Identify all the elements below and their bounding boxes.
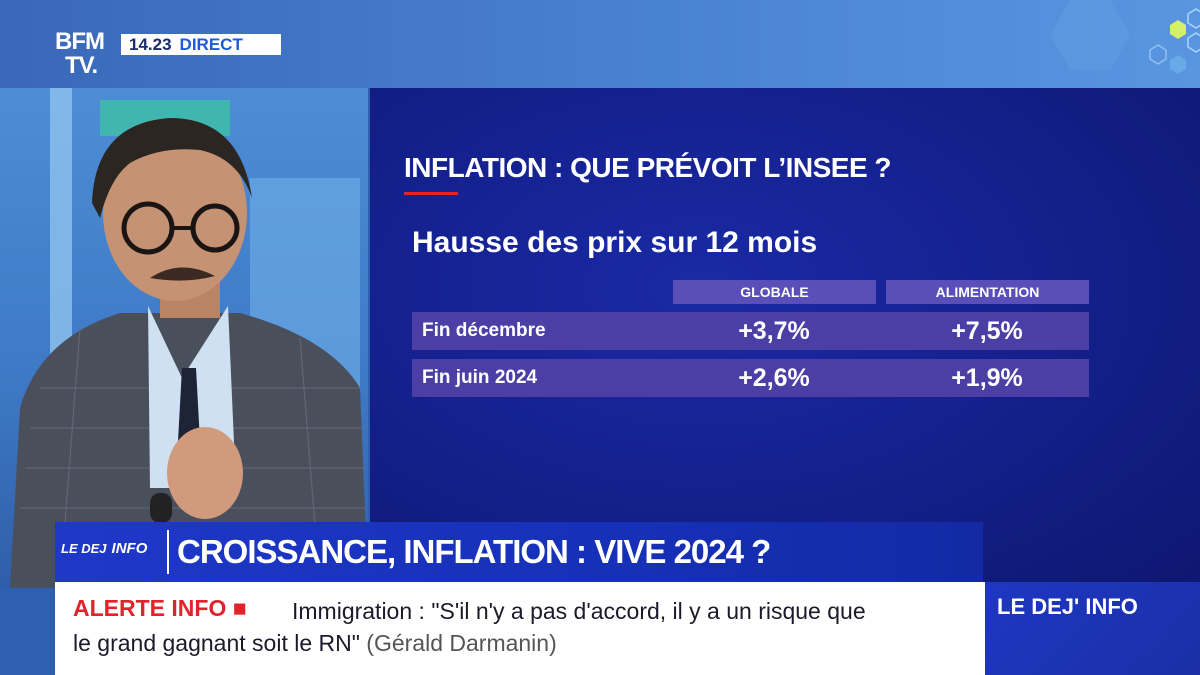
studio-camera-view [0, 88, 368, 588]
time-badge: 14.23 DIRECT [121, 34, 281, 55]
graphic-subtitle: Hausse des prix sur 12 mois [412, 226, 818, 259]
table-row: Fin décembre +3,7% +7,5% [412, 312, 1089, 350]
headline-bar: LE DEJ INFO CROISSANCE, INFLATION : VIVE… [55, 522, 983, 582]
presenter-figure [10, 118, 368, 588]
alert-label: ALERTE INFO ■ [73, 595, 247, 622]
infographic-panel: INFLATION : QUE PRÉVOIT L’INSEE ? Hausse… [370, 88, 1200, 588]
title-accent-bar [404, 192, 458, 195]
alert-line2: le grand gagnant soit le RN" [73, 630, 360, 656]
row-label: Fin décembre [422, 320, 546, 341]
channel-logo: BFM TV. [55, 30, 115, 82]
alert-text: Immigration : "S'il n'y a pas d'accord, … [73, 595, 972, 656]
alert-label-text: ALERTE INFO [73, 595, 227, 621]
logo-line1: BFM [55, 28, 105, 55]
value-alimentation: +7,5% [951, 317, 1023, 345]
headline-text: CROISSANCE, INFLATION : VIVE 2024 ? [177, 533, 771, 570]
alert-bullet-icon: ■ [232, 595, 247, 621]
column-header-alimentation: ALIMENTATION [886, 280, 1089, 304]
clock-time: 14.23 [129, 34, 172, 54]
alert-line1: Immigration : "S'il n'y a pas d'accord, … [292, 598, 866, 624]
value-globale: +2,6% [738, 364, 810, 392]
row-label: Fin juin 2024 [422, 367, 538, 388]
headline-divider [167, 530, 169, 574]
graphic-title: INFLATION : QUE PRÉVOIT L’INSEE ? [404, 152, 892, 183]
hexagon-decoration-icon [1050, 0, 1200, 74]
alert-line2-wrap: le grand gagnant soit le RN" (Gérald Dar… [73, 627, 973, 659]
show-logo-line2: INFO [111, 540, 148, 557]
table-row: Fin juin 2024 +2,6% +1,9% [412, 359, 1089, 397]
show-corner-badge: LE DEJ' INFO [985, 582, 1200, 675]
corner-label: LE DEJ' INFO [997, 594, 1138, 619]
value-alimentation: +1,9% [951, 364, 1023, 392]
top-band: BFM TV. 14.23 DIRECT [0, 0, 1200, 88]
news-ticker: ALERTE INFO ■ Immigration : "S'il n'y a … [55, 582, 985, 675]
show-logo: LE DEJ INFO [61, 538, 147, 558]
column-header-globale: GLOBALE [673, 280, 876, 304]
live-label: DIRECT [179, 34, 243, 54]
value-globale: +3,7% [738, 317, 810, 345]
alert-author: (Gérald Darmanin) [366, 630, 557, 656]
logo-line2: TV. [65, 52, 98, 79]
show-logo-line1: LE DEJ [61, 541, 107, 556]
